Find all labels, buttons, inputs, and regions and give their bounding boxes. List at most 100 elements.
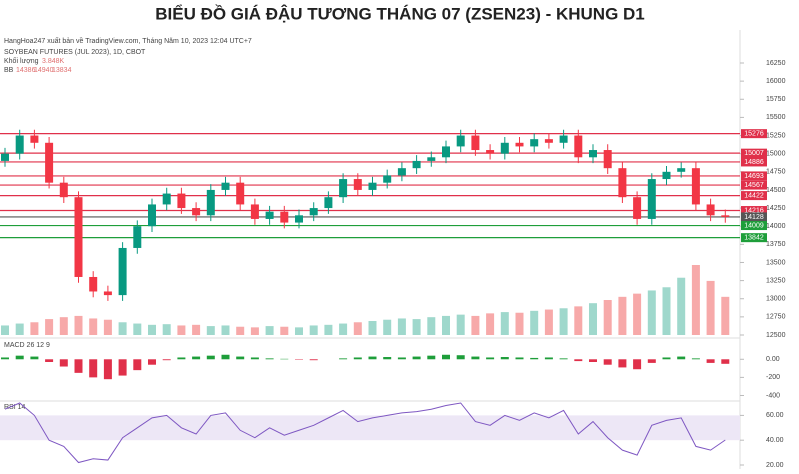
macd-bar: [545, 357, 553, 359]
macd-bar: [369, 357, 377, 360]
candle-body: [324, 197, 332, 208]
candle-body: [75, 197, 83, 277]
volume-bar: [16, 324, 24, 335]
volume-bar: [618, 297, 626, 335]
macd-bar: [119, 359, 127, 375]
volume-bar: [516, 313, 524, 335]
y-tick-label: 14250: [766, 205, 786, 212]
bb-value: 14940: [34, 67, 54, 74]
candle-body: [266, 212, 274, 219]
volume-bar: [148, 325, 156, 335]
candle-body: [707, 204, 715, 215]
y-tick-label: 60.00: [766, 412, 784, 419]
macd-bar: [648, 359, 656, 363]
candle-body: [119, 248, 127, 295]
volume-bar: [133, 324, 141, 335]
candle-body: [633, 197, 641, 219]
macd-bar: [560, 358, 568, 359]
volume-bar: [207, 326, 215, 335]
macd-bar: [677, 357, 685, 360]
candle-body: [251, 204, 259, 219]
y-tick-label: 15750: [766, 96, 786, 103]
volume-bar: [530, 311, 538, 335]
candle-body: [604, 150, 612, 168]
candle-body: [60, 183, 68, 198]
candle-body: [192, 208, 200, 215]
candle-body: [648, 179, 656, 219]
volume-bar: [663, 287, 671, 335]
candle-body: [442, 146, 450, 157]
candle-body: [486, 150, 494, 154]
y-tick-label: -200: [766, 374, 780, 381]
level-label: 15276: [744, 130, 764, 137]
bb-value: 14386: [16, 67, 36, 74]
level-label: 14567: [744, 182, 764, 189]
symbol: SOYBEAN FUTURES (JUL 2023), 1D, CBOT: [4, 49, 146, 56]
volume-bar: [457, 315, 465, 335]
attribution: HangHoa247 xuất bản về TradingView.com, …: [4, 36, 252, 45]
macd-bar: [516, 357, 524, 359]
macd-bar: [442, 355, 450, 360]
volume-bar: [721, 297, 729, 335]
y-tick-label: 16250: [766, 60, 786, 67]
candle-body: [427, 157, 435, 161]
macd-bar: [663, 357, 671, 359]
volume-bar: [545, 310, 553, 335]
macd-bar: [75, 359, 83, 373]
volume-bar: [236, 327, 244, 335]
candle-body: [721, 215, 729, 217]
macd-bar: [104, 359, 112, 379]
volume-bar: [427, 317, 435, 335]
y-tick-label: 14000: [766, 223, 786, 230]
chart-title: BIỂU ĐỒ GIÁ ĐẬU TƯƠNG THÁNG 07 (ZSEN23) …: [155, 4, 645, 23]
y-tick-label: 14500: [766, 187, 786, 194]
y-tick-label: 14750: [766, 169, 786, 176]
candle-body: [383, 175, 391, 182]
macd-bar: [692, 358, 700, 359]
volume-bar: [339, 324, 347, 335]
volume-bar: [60, 317, 68, 335]
volume-bar: [707, 281, 715, 335]
level-label: 14009: [744, 222, 764, 229]
macd-bar: [589, 359, 597, 362]
volume-text: 3.848K: [42, 58, 65, 65]
y-tick-label: 13750: [766, 241, 786, 248]
volume-bar: [222, 325, 230, 335]
volume-bar: [324, 325, 332, 335]
macd-bar: [266, 358, 274, 359]
candle-body: [1, 154, 9, 161]
candle-body: [471, 136, 479, 151]
volume-bar: [369, 321, 377, 335]
y-tick-label: 20.00: [766, 462, 784, 469]
macd-bar: [1, 357, 9, 359]
macd-bar: [707, 359, 715, 363]
candle-body: [413, 161, 421, 168]
macd-bar: [222, 355, 230, 360]
volume-bar: [75, 316, 83, 335]
macd-bar: [618, 359, 626, 367]
volume-bar: [280, 327, 288, 335]
macd-bar: [148, 359, 156, 364]
candle-body: [222, 183, 230, 190]
macd-bar: [574, 359, 582, 361]
candle-body: [236, 183, 244, 205]
candle-body: [148, 204, 156, 226]
candle-body: [16, 136, 24, 154]
candle-body: [280, 212, 288, 223]
volume-bar: [251, 327, 259, 335]
volume-bar: [471, 316, 479, 335]
candle-body: [45, 143, 53, 183]
candle-body: [310, 208, 318, 215]
volume-bar: [574, 306, 582, 335]
y-tick-label: 12750: [766, 314, 786, 321]
candle-body: [354, 179, 362, 190]
volume-bar: [442, 316, 450, 335]
y-tick-label: 15000: [766, 151, 786, 158]
macd-bar: [633, 359, 641, 369]
candle-body: [692, 168, 700, 204]
volume-bar: [295, 327, 303, 335]
macd-bar: [501, 357, 509, 359]
macd-bar: [530, 358, 538, 359]
